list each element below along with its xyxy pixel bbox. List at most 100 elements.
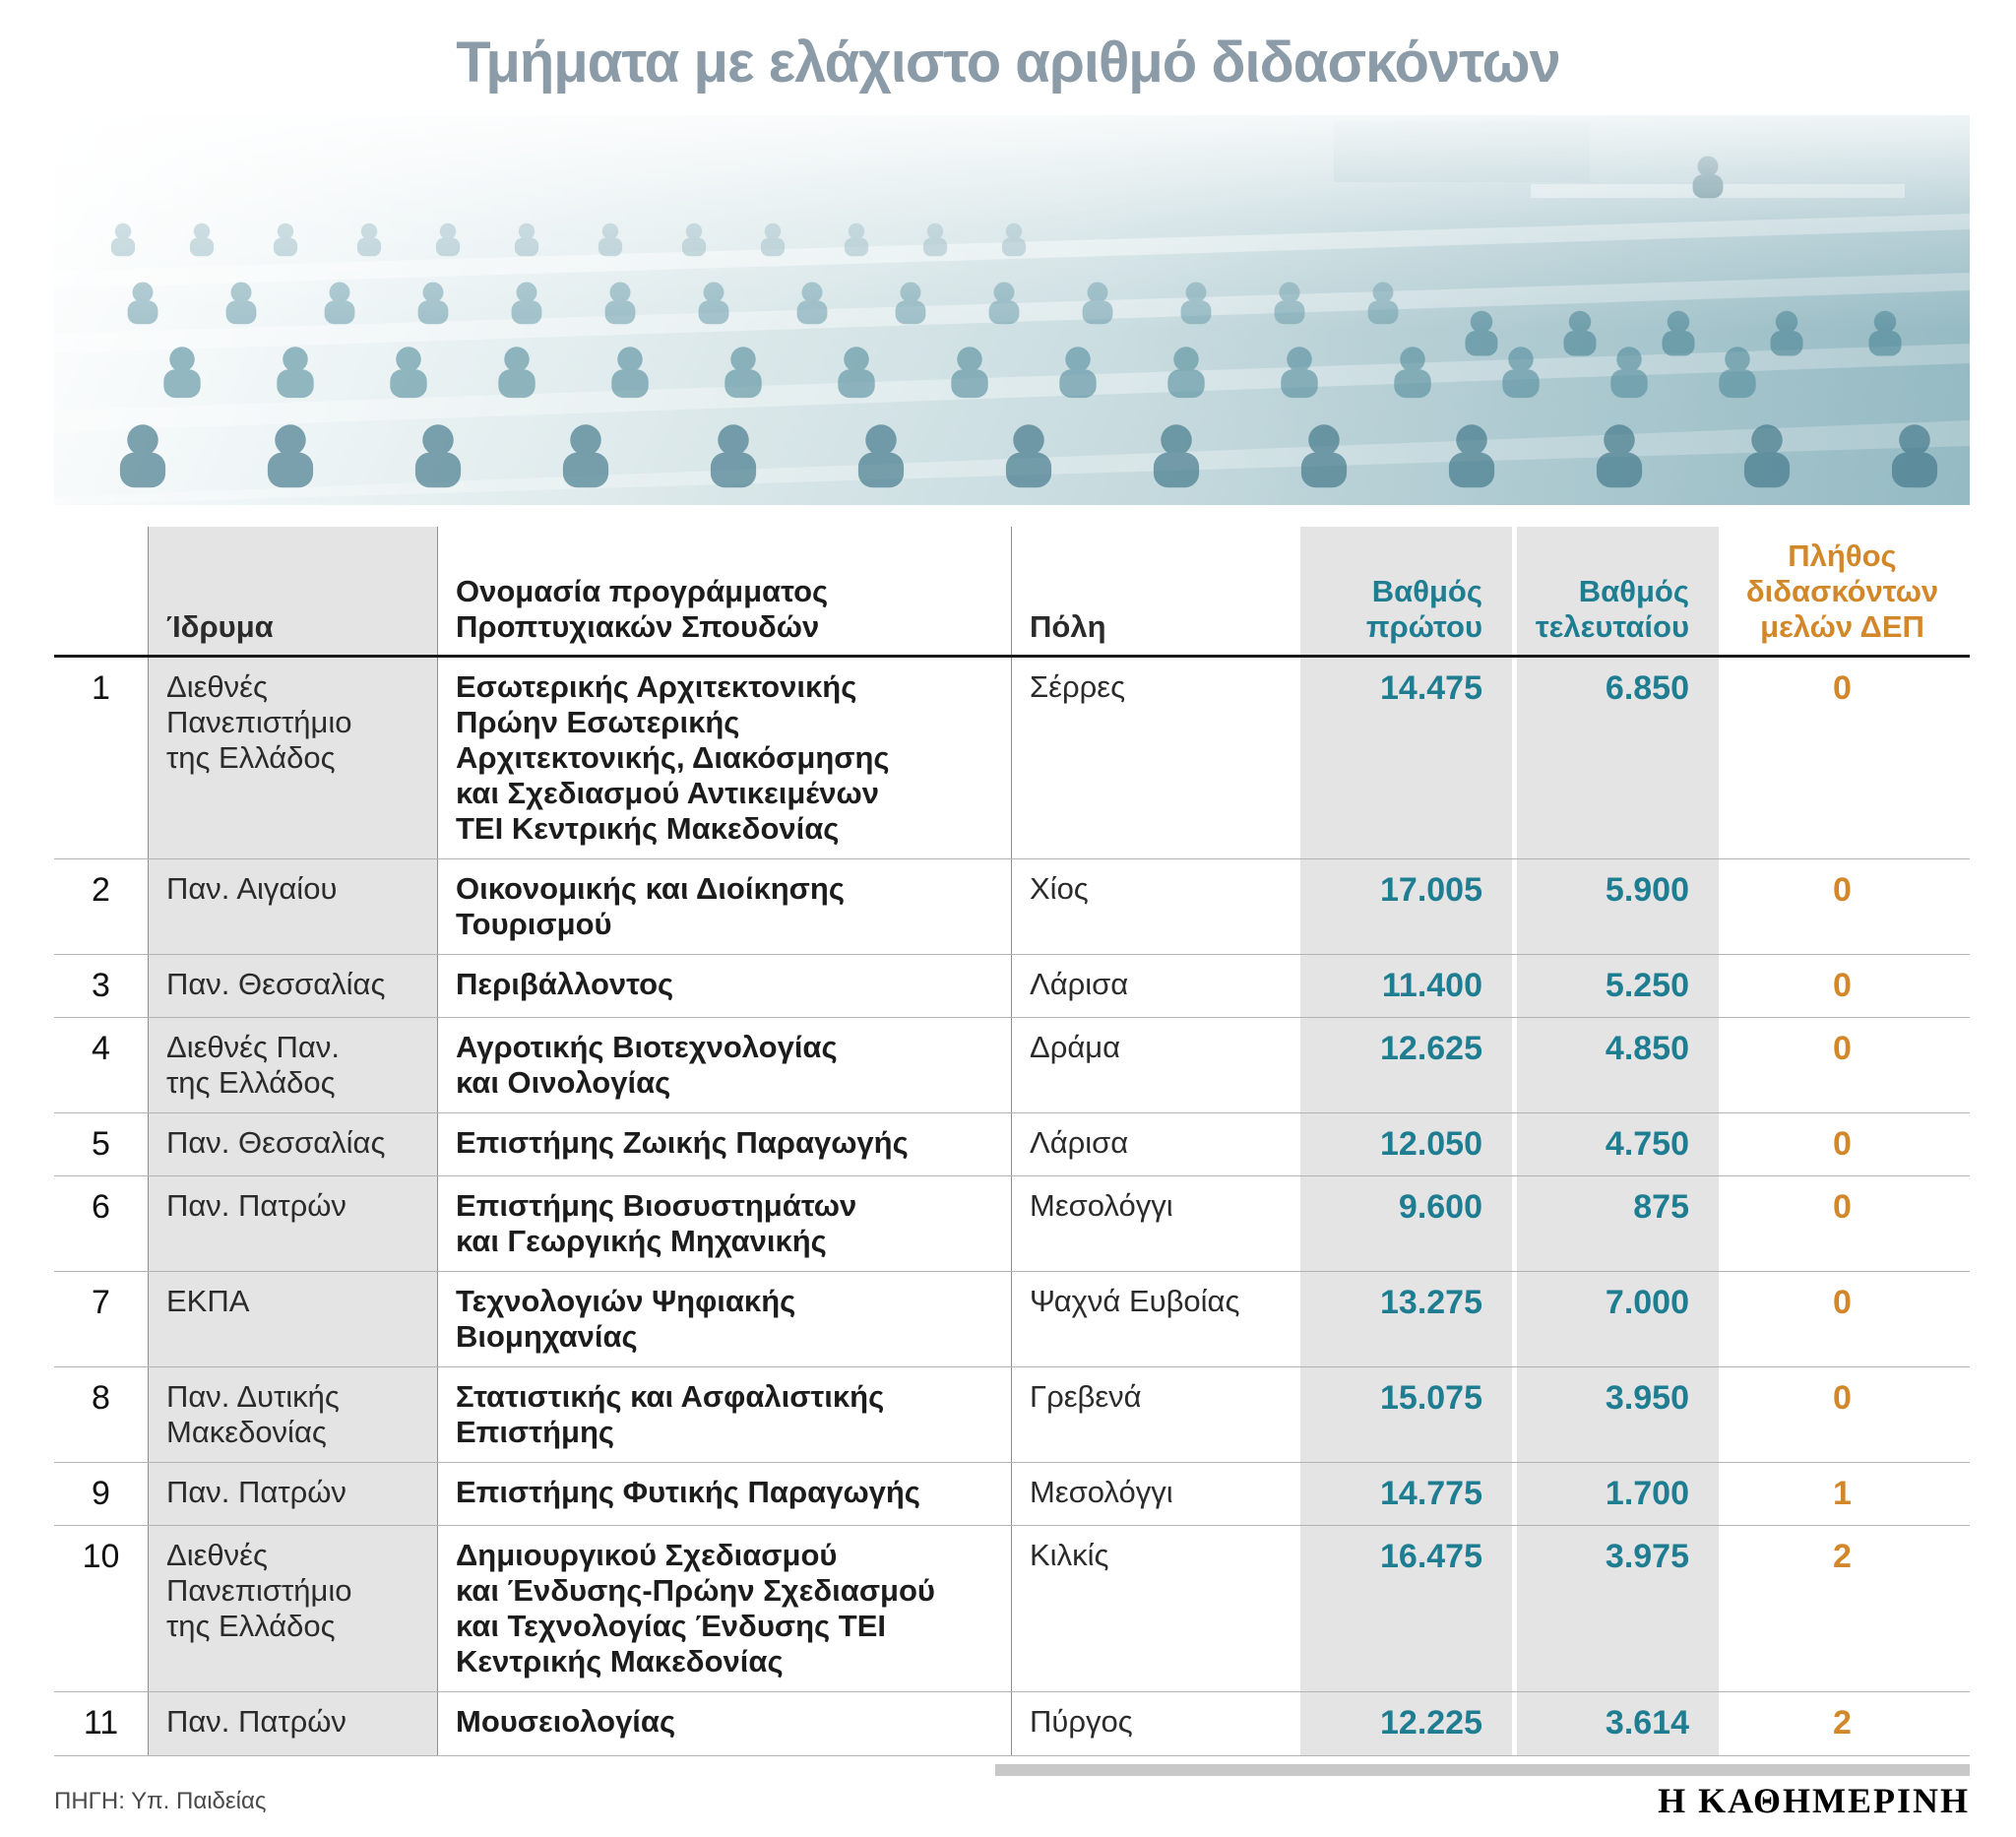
program-cell: Τεχνολογιών Ψηφιακής Βιομηχανίας xyxy=(456,1284,796,1355)
institution-cell: Παν. Θεσσαλίας xyxy=(148,954,438,1017)
row-number: 2 xyxy=(92,870,110,909)
score-last-cell: 3.975 xyxy=(1512,1526,1719,1692)
city-cell: Λάρισα xyxy=(1011,954,1300,1017)
dep-count-cell: 0 xyxy=(1833,966,1852,1004)
city-cell: Μεσολόγγι xyxy=(1011,1463,1300,1526)
dep-count-cell: 0 xyxy=(1833,870,1852,909)
institution-cell: Διεθνές Πανεπιστήμιο της Ελλάδος xyxy=(148,1526,438,1692)
table-row: 2 Παν. Αιγαίου Οικονομικής και Διοίκησης… xyxy=(54,857,1970,954)
header-dep-count: Πλήθος διδασκόντων μελών ΔΕΠ xyxy=(1745,538,1939,644)
table-row: 4 Διεθνές Παν. της Ελλάδος Αγροτικής Βιο… xyxy=(54,1016,1970,1112)
row-number: 4 xyxy=(92,1029,110,1067)
table-row: 8 Παν. Δυτικής Μακεδονίας Στατιστικής κα… xyxy=(54,1366,1970,1463)
score-last-cell: 5.250 xyxy=(1512,954,1719,1017)
table-row: 6 Παν. Πατρών Επιστήμης Βιοσυστημάτων κα… xyxy=(54,1175,1970,1272)
departments-table: Ίδρυμα Ονομασία προγράμματος Προπτυχιακώ… xyxy=(54,527,1970,1756)
score-last-cell: 1.700 xyxy=(1512,1463,1719,1526)
score-last-cell: 6.850 xyxy=(1512,657,1719,858)
score-last-cell: 4.750 xyxy=(1512,1112,1719,1176)
score-last-cell: 875 xyxy=(1512,1176,1719,1272)
table-row: 7 ΕΚΠΑ Τεχνολογιών Ψηφιακής Βιομηχανίας … xyxy=(54,1271,1970,1367)
score-first-cell: 17.005 xyxy=(1300,858,1512,954)
dep-count-cell: 0 xyxy=(1833,668,1852,707)
program-cell: Στατιστικής και Ασφαλιστικής Επιστήμης xyxy=(456,1379,885,1450)
dep-count-cell: 1 xyxy=(1833,1475,1852,1513)
row-number: 10 xyxy=(82,1538,120,1576)
city-cell: Δράμα xyxy=(1011,1017,1300,1112)
program-cell: Εσωτερικής Αρχιτεκτονικής Πρώην Εσωτερικ… xyxy=(456,668,890,846)
institution-cell: Παν. Αιγαίου xyxy=(148,858,438,954)
row-number: 1 xyxy=(92,668,110,707)
score-last-cell: 4.850 xyxy=(1512,1017,1719,1112)
footer-rule xyxy=(995,1764,1970,1776)
table-row: 10 Διεθνές Πανεπιστήμιο της Ελλάδος Δημι… xyxy=(54,1525,1970,1692)
table-row: 9 Παν. Πατρών Επιστήμης Φυτικής Παραγωγή… xyxy=(54,1462,1970,1526)
program-cell: Δημιουργικού Σχεδιασμού και Ένδυσης-Πρώη… xyxy=(456,1538,935,1679)
dep-count-cell: 0 xyxy=(1833,1029,1852,1067)
row-number: 8 xyxy=(92,1379,110,1418)
dep-count-cell: 0 xyxy=(1833,1124,1852,1163)
score-first-cell: 12.625 xyxy=(1300,1017,1512,1112)
score-last-cell: 5.900 xyxy=(1512,858,1719,954)
city-cell: Χίος xyxy=(1011,858,1300,954)
table-row: 3 Παν. Θεσσαλίας Περιβάλλοντος Λάρισα 11… xyxy=(54,953,1970,1017)
score-first-cell: 12.050 xyxy=(1300,1112,1512,1176)
score-first-cell: 16.475 xyxy=(1300,1526,1512,1692)
lecture-hall-photo xyxy=(54,115,1970,505)
table-row: 11 Παν. Πατρών Μουσειολογίας Πύργος 12.2… xyxy=(54,1691,1970,1756)
program-cell: Οικονομικής και Διοίκησης Τουρισμού xyxy=(456,870,845,941)
score-first-cell: 14.475 xyxy=(1300,657,1512,858)
header-score-last: Βαθμός τελευταίου xyxy=(1512,527,1719,655)
institution-cell: Παν. Πατρών xyxy=(148,1463,438,1526)
program-cell: Μουσειολογίας xyxy=(456,1704,676,1740)
header-score-first: Βαθμός πρώτου xyxy=(1300,527,1512,655)
institution-cell: Παν. Πατρών xyxy=(148,1176,438,1272)
institution-cell: Παν. Δυτικής Μακεδονίας xyxy=(148,1367,438,1463)
lecture-hall-illustration xyxy=(54,121,1970,505)
table-row: 1 Διεθνές Πανεπιστήμιο της Ελλάδος Εσωτε… xyxy=(54,657,1970,858)
dep-count-cell: 0 xyxy=(1833,1284,1852,1322)
program-cell: Επιστήμης Βιοσυστημάτων και Γεωργικής Μη… xyxy=(456,1188,857,1259)
header-city: Πόλη xyxy=(1011,527,1300,655)
city-cell: Πύργος xyxy=(1011,1692,1300,1755)
row-number: 7 xyxy=(92,1284,110,1322)
program-cell: Επιστήμης Φυτικής Παραγωγής xyxy=(456,1475,920,1510)
row-number: 6 xyxy=(92,1188,110,1227)
row-number: 9 xyxy=(92,1475,110,1513)
table-header-row: Ίδρυμα Ονομασία προγράμματος Προπτυχιακώ… xyxy=(54,527,1970,658)
dep-count-cell: 0 xyxy=(1833,1379,1852,1418)
score-last-cell: 3.614 xyxy=(1512,1692,1719,1755)
score-first-cell: 14.775 xyxy=(1300,1463,1512,1526)
header-program: Ονομασία προγράμματος Προπτυχιακών Σπουδ… xyxy=(456,573,829,644)
city-cell: Γρεβενά xyxy=(1011,1367,1300,1463)
row-number: 11 xyxy=(83,1704,119,1742)
city-cell: Κιλκίς xyxy=(1011,1526,1300,1692)
header-institution: Ίδρυμα xyxy=(148,527,438,655)
score-first-cell: 12.225 xyxy=(1300,1692,1512,1755)
kathimerini-logo: Η ΚΑΘΗΜΕΡΙΝΗ xyxy=(995,1764,1970,1821)
city-cell: Λάρισα xyxy=(1011,1112,1300,1176)
program-cell: Περιβάλλοντος xyxy=(456,966,674,1001)
city-cell: Σέρρες xyxy=(1011,657,1300,858)
score-first-cell: 9.600 xyxy=(1300,1176,1512,1272)
dep-count-cell: 2 xyxy=(1833,1538,1852,1576)
score-last-cell: 7.000 xyxy=(1512,1272,1719,1367)
institution-cell: ΕΚΠΑ xyxy=(148,1272,438,1367)
row-number: 3 xyxy=(92,966,110,1004)
institution-cell: Διεθνές Παν. της Ελλάδος xyxy=(148,1017,438,1112)
score-first-cell: 11.400 xyxy=(1300,954,1512,1017)
table-row: 5 Παν. Θεσσαλίας Επιστήμης Ζωικής Παραγω… xyxy=(54,1111,1970,1176)
header-number xyxy=(54,527,148,655)
institution-cell: Παν. Πατρών xyxy=(148,1692,438,1755)
program-cell: Επιστήμης Ζωικής Παραγωγής xyxy=(456,1124,909,1160)
source-note: ΠΗΓΗ: Υπ. Παιδείας xyxy=(54,1788,267,1814)
row-number: 5 xyxy=(92,1124,110,1163)
city-cell: Ψαχνά Ευβοίας xyxy=(1011,1272,1300,1367)
city-cell: Μεσολόγγι xyxy=(1011,1176,1300,1272)
page-title: Τμήματα με ελάχιστο αριθμό διδασκόντων xyxy=(456,31,1561,95)
institution-cell: Διεθνές Πανεπιστήμιο της Ελλάδος xyxy=(148,657,438,858)
dep-count-cell: 2 xyxy=(1833,1704,1852,1742)
program-cell: Αγροτικής Βιοτεχνολογίας και Οινολογίας xyxy=(456,1029,838,1100)
dep-count-cell: 0 xyxy=(1833,1188,1852,1227)
score-first-cell: 15.075 xyxy=(1300,1367,1512,1463)
